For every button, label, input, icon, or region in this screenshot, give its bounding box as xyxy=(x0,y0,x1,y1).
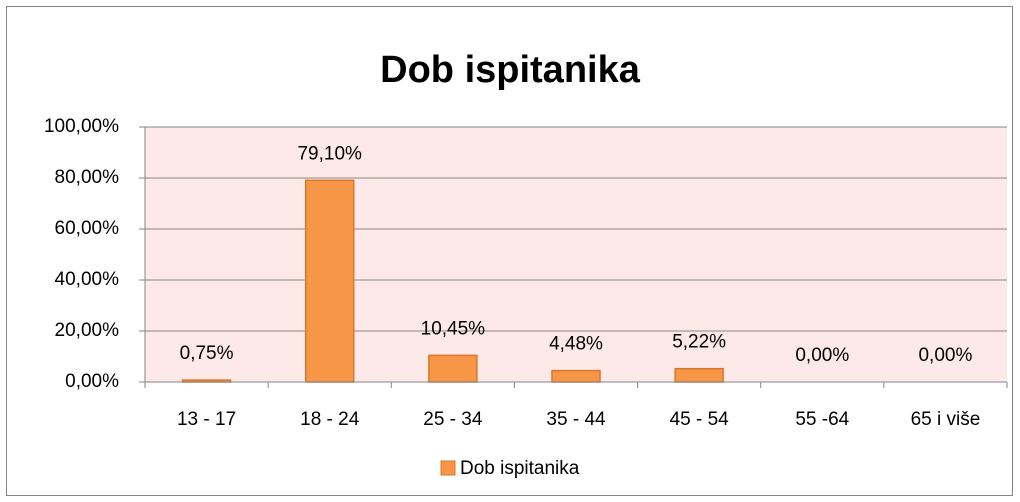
y-tick-label: 20,00% xyxy=(55,320,120,341)
chart-title: Dob ispitanika xyxy=(380,49,641,91)
x-tick-label: 13 - 17 xyxy=(177,409,236,430)
x-tick-label: 55 -64 xyxy=(795,409,849,430)
y-tick-label: 0,00% xyxy=(65,371,119,392)
plot-area xyxy=(145,127,1007,382)
y-tick-label: 60,00% xyxy=(55,218,120,239)
data-label: 0,00% xyxy=(795,345,849,366)
y-tick-label: 80,00% xyxy=(55,167,120,188)
bar xyxy=(674,367,724,383)
bar xyxy=(428,354,478,383)
data-label: 4,48% xyxy=(549,334,603,355)
data-label: 5,22% xyxy=(672,332,726,353)
data-label: 0,00% xyxy=(918,345,972,366)
legend-label: Dob ispitanika xyxy=(460,458,580,479)
x-tick-label: 65 i više xyxy=(911,409,981,430)
x-tick-label: 45 - 54 xyxy=(670,409,730,430)
y-tick-label: 40,00% xyxy=(55,269,120,290)
legend-swatch xyxy=(440,460,456,476)
data-label: 0,75% xyxy=(180,343,234,364)
bar xyxy=(551,369,601,383)
x-tick-label: 35 - 44 xyxy=(546,409,606,430)
x-tick-label: 25 - 34 xyxy=(423,409,483,430)
bar xyxy=(304,179,355,383)
y-tick-label: 100,00% xyxy=(44,116,119,137)
data-label: 10,45% xyxy=(421,318,486,339)
x-tick-label: 18 - 24 xyxy=(300,409,360,430)
data-label: 79,10% xyxy=(297,143,362,164)
